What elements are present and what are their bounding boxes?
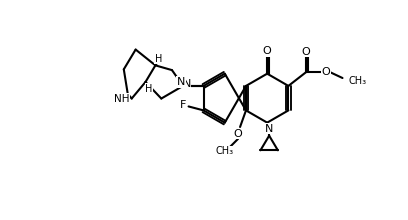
Text: O: O bbox=[234, 129, 242, 139]
Text: N: N bbox=[265, 124, 273, 134]
Text: O: O bbox=[322, 67, 330, 77]
Text: H: H bbox=[145, 84, 152, 94]
Text: H: H bbox=[155, 54, 162, 64]
Text: O: O bbox=[263, 46, 272, 56]
Text: CH₃: CH₃ bbox=[216, 147, 234, 156]
Text: F: F bbox=[180, 100, 186, 110]
Text: N: N bbox=[182, 79, 191, 89]
Text: O: O bbox=[302, 47, 310, 57]
Text: N: N bbox=[177, 77, 185, 87]
Text: CH₃: CH₃ bbox=[348, 76, 366, 86]
Text: NH: NH bbox=[114, 94, 130, 104]
